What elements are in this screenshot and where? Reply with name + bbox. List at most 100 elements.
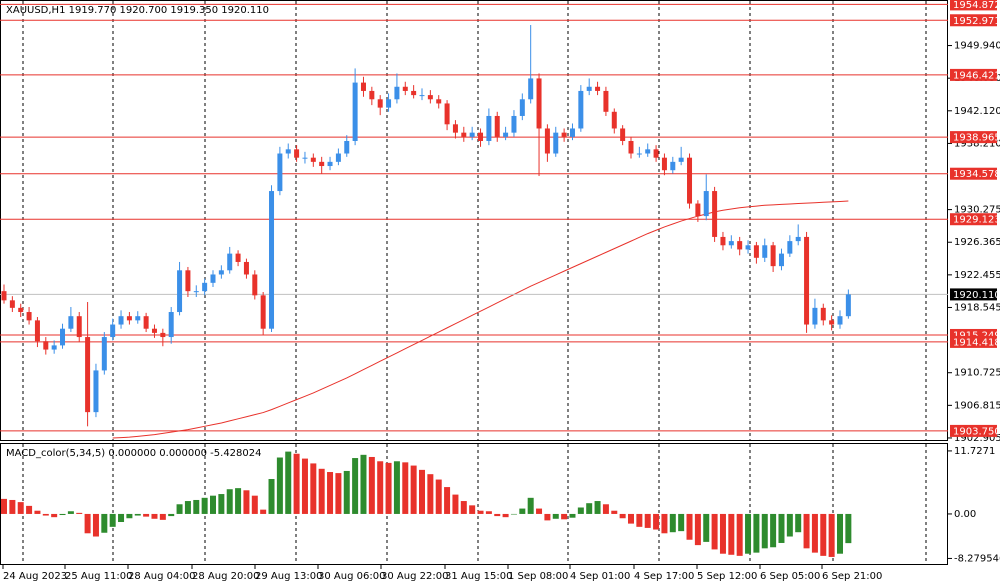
macd-bar	[293, 453, 300, 514]
level-label: 1952.971	[953, 16, 1000, 27]
macd-bar	[577, 507, 584, 514]
candle-body	[260, 295, 266, 329]
macd-bar	[653, 513, 660, 530]
candle-body	[728, 241, 734, 246]
macd-bar	[536, 508, 543, 514]
chart-title: XAUUSD,H1 1919.770 1920.700 1919.350 192…	[6, 5, 269, 16]
macd-tick-label: 11.7271	[954, 446, 995, 457]
x-tick-label: 1 Sep 08:00	[508, 571, 568, 582]
macd-bar	[669, 513, 676, 533]
candle-body	[536, 78, 542, 129]
macd-bar	[519, 508, 526, 514]
candle-body	[93, 370, 99, 413]
macd-bar	[753, 513, 760, 553]
candle-body	[578, 90, 584, 129]
macd-bar	[444, 487, 451, 514]
y-tick-label: 1918.545	[954, 302, 1000, 313]
macd-bar	[795, 513, 802, 533]
y-tick-label: 1922.455	[954, 270, 1000, 281]
current-price-label: 1920.110	[953, 290, 1000, 301]
macd-bar	[410, 465, 417, 514]
candle-body	[478, 132, 484, 141]
candle-body	[829, 320, 835, 325]
macd-bar	[118, 513, 125, 523]
candle-body	[202, 282, 208, 292]
level-label: 1903.750	[953, 426, 1000, 437]
candle-body	[68, 316, 74, 329]
macd-bar	[661, 513, 668, 534]
candle-body	[419, 95, 425, 97]
macd-bar	[260, 509, 267, 514]
candle-body	[177, 270, 183, 313]
x-tick-label: 4 Sep 17:00	[634, 571, 694, 582]
macd-bar	[586, 503, 593, 514]
macd-bar	[686, 513, 693, 540]
candle-body	[469, 132, 475, 137]
candle-body	[461, 132, 467, 137]
candle-body	[360, 82, 366, 91]
candle-body	[653, 149, 659, 158]
macd-bar	[318, 468, 325, 514]
candle-body	[845, 294, 851, 317]
candle-body	[586, 86, 592, 91]
macd-bar	[619, 513, 626, 519]
macd-bar	[51, 513, 58, 518]
macd-bar	[477, 510, 484, 514]
candle-body	[503, 132, 509, 137]
macd-bar	[711, 513, 718, 550]
macd-bar	[385, 462, 392, 514]
level-label-box	[950, 424, 997, 437]
candle-body	[519, 99, 525, 116]
y-tick-label: 1942.120	[954, 106, 1000, 117]
candle-body	[494, 115, 500, 137]
candle-body	[603, 90, 609, 112]
candle-body	[277, 153, 283, 192]
candle-body	[310, 157, 316, 162]
candle-body	[561, 132, 567, 137]
candle-body	[85, 337, 91, 413]
candle-body	[60, 328, 66, 346]
macd-bar	[469, 505, 476, 514]
candle-body	[302, 157, 308, 159]
macd-bar	[327, 472, 334, 514]
candle-body	[411, 90, 417, 96]
macd-bar	[485, 511, 492, 514]
macd-bar	[719, 513, 726, 554]
candle-body	[427, 95, 433, 100]
macd-bar	[628, 513, 634, 524]
macd-bar	[268, 479, 275, 514]
candle-body	[737, 241, 743, 250]
macd-bar	[803, 513, 810, 549]
candle-body	[444, 103, 450, 125]
level-label: 1938.965	[953, 133, 1000, 144]
candle-body	[528, 78, 534, 100]
macd-bar	[811, 513, 818, 553]
level-label: 1929.123	[953, 215, 1000, 226]
candle-body	[377, 99, 383, 108]
candle-body	[762, 245, 768, 258]
macd-bar	[226, 489, 233, 514]
x-tick-label: 6 Sep 21:00	[822, 571, 882, 582]
macd-bar	[452, 494, 459, 514]
candle-body	[837, 316, 843, 325]
x-tick-label: 30 Aug 22:00	[381, 571, 448, 582]
candle-body	[712, 191, 718, 237]
candle-body	[218, 270, 224, 275]
candle-body	[703, 191, 709, 217]
candle-body	[795, 236, 801, 242]
candle-body	[227, 253, 233, 271]
candle-body	[745, 245, 751, 250]
candle-body	[670, 161, 676, 171]
candle-body	[394, 86, 400, 100]
macd-bar	[761, 513, 768, 549]
macd-bar	[76, 512, 83, 514]
macd-bar	[285, 451, 292, 514]
y-tick-label: 1930.275	[954, 205, 1000, 216]
x-tick-label: 28 Aug 20:00	[192, 571, 259, 582]
macd-bar	[644, 513, 651, 528]
macd-bar	[552, 513, 559, 519]
macd-bar	[569, 513, 576, 518]
candle-body	[402, 86, 408, 91]
candle-body	[753, 245, 759, 258]
candle-body	[151, 328, 157, 333]
